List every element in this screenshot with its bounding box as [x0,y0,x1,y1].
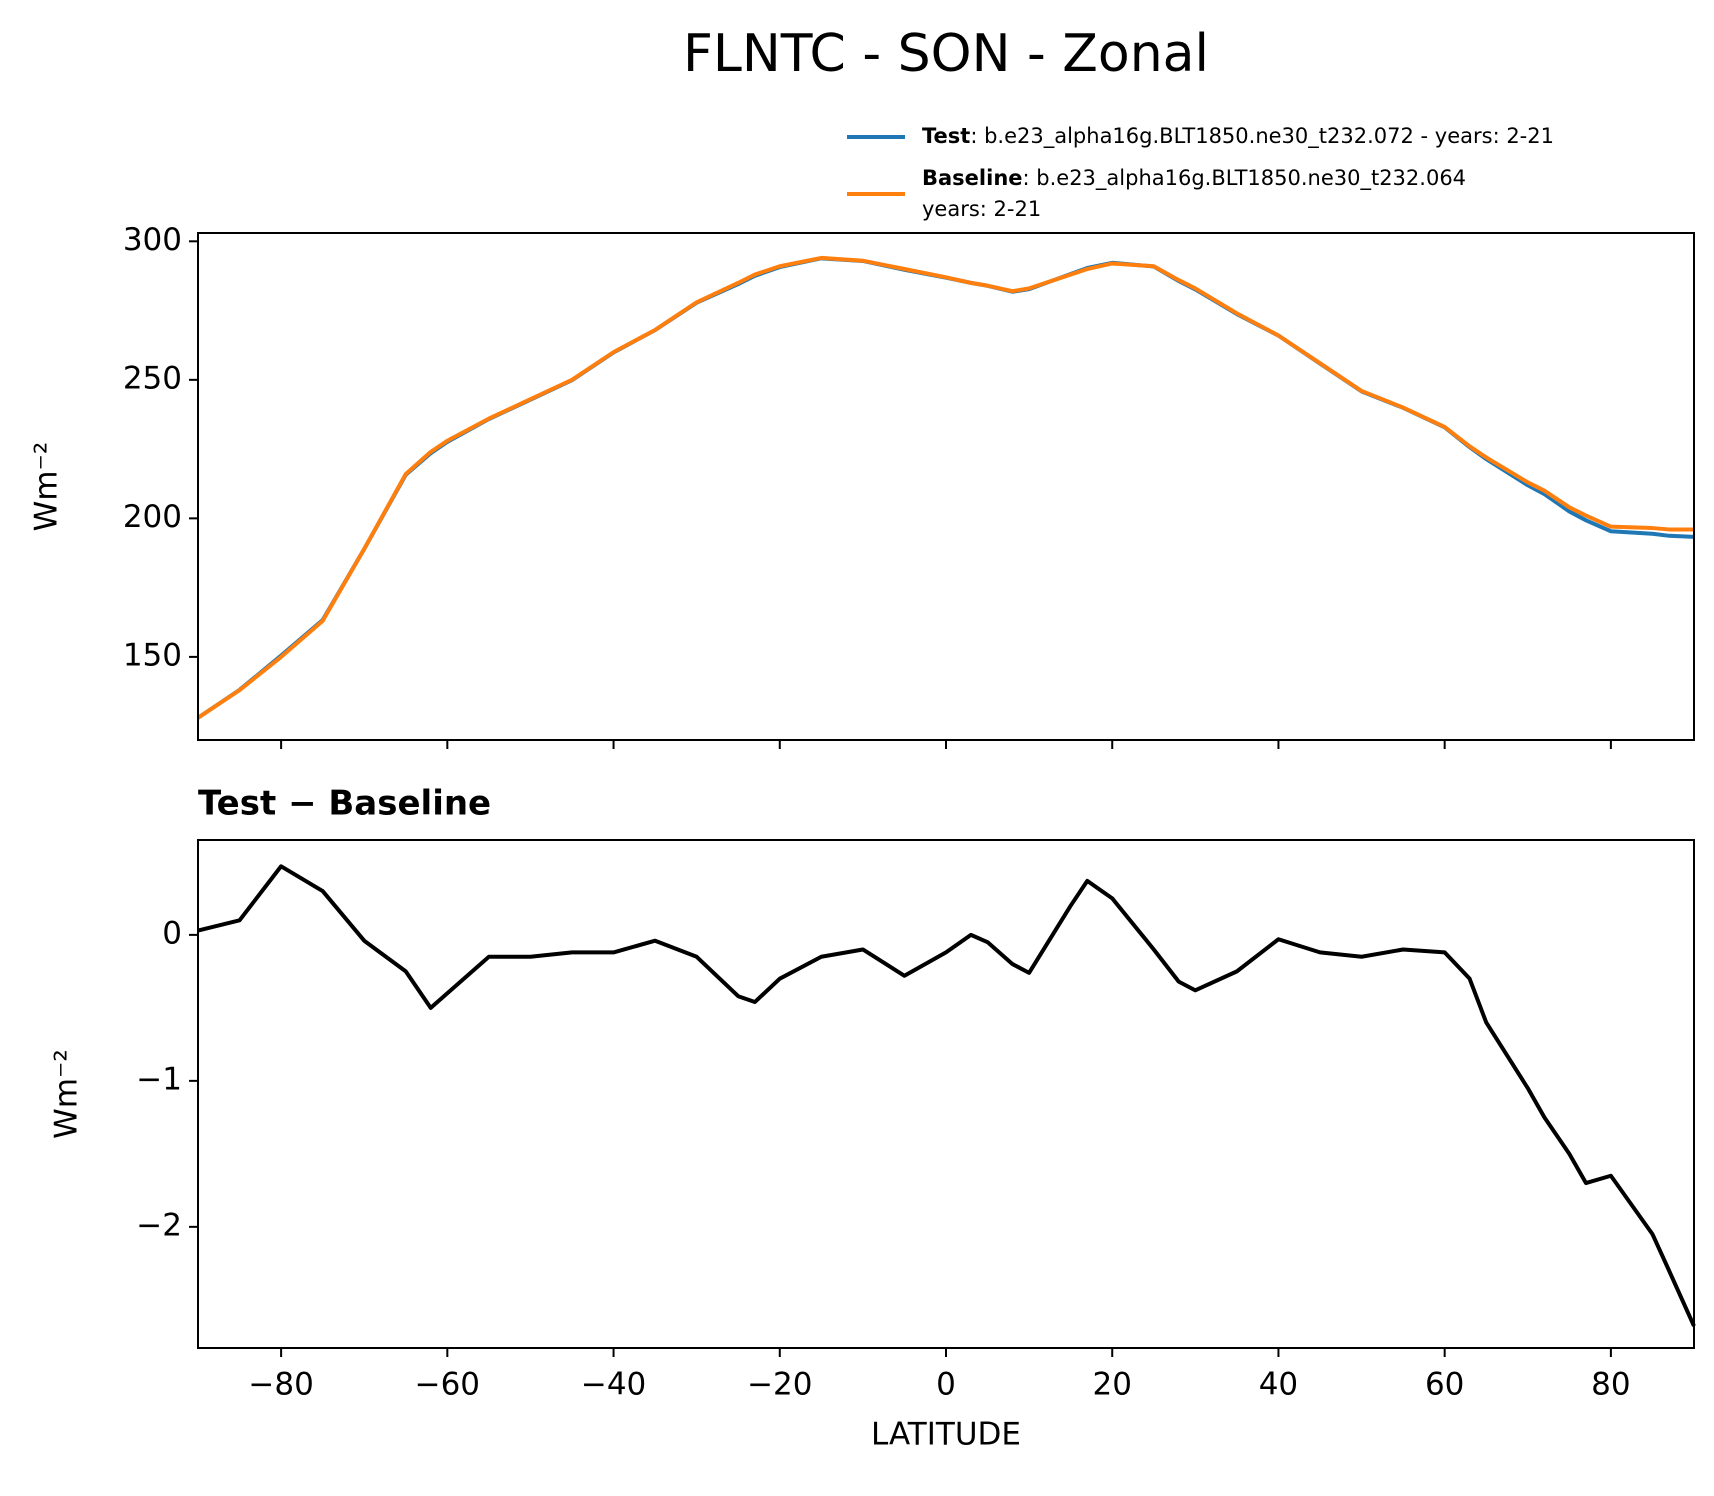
series-line [196,256,1695,720]
x-tick-label: 60 [1425,1367,1464,1403]
subplot-title: Test − Baseline [198,784,491,824]
x-tick-label: −20 [747,1367,812,1403]
x-tick-label: 40 [1259,1367,1298,1403]
legend-name: Baseline [922,166,1023,190]
legend-label: Test: b.e23_alpha16g.BLT1850.ne30_t232.0… [922,124,1554,149]
series-line [196,255,1694,720]
x-tick-label: 80 [1591,1367,1630,1403]
x-tick-label: −40 [581,1367,646,1403]
x-tick-label: −60 [415,1367,480,1403]
figure-title: FLNTC - SON - Zonal [683,24,1209,84]
y-axis-label: Wm⁻² [49,1049,85,1139]
y-axis-label: Wm⁻² [29,442,65,532]
y-tick-label: 200 [123,499,182,535]
y-tick-label: 0 [162,915,182,951]
y-tick-label: −1 [136,1061,182,1097]
legend-description: : b.e23_alpha16g.BLT1850.ne30_t232.072 -… [970,124,1554,149]
y-tick-label: −2 [136,1207,182,1243]
y-tick-label: 300 [123,222,182,258]
axes-frame [197,232,1695,741]
y-tick-label: 150 [123,637,182,673]
legend-description: : b.e23_alpha16g.BLT1850.ne30_t232.064 [1023,166,1467,191]
axes-frame [197,839,1695,1349]
x-tick-label: −80 [248,1367,313,1403]
x-axis-label: LATITUDE [871,1417,1021,1453]
series-line [197,864,1696,1327]
x-tick-label: 0 [936,1367,956,1403]
legend-name: Test [922,124,970,148]
y-tick-label: 250 [123,360,182,396]
legend-label: Baseline: b.e23_alpha16g.BLT1850.ne30_t2… [922,166,1466,191]
x-tick-label: 20 [1092,1367,1131,1403]
legend-label: years: 2-21 [922,197,1041,221]
legend-description: years: 2-21 [922,197,1041,221]
